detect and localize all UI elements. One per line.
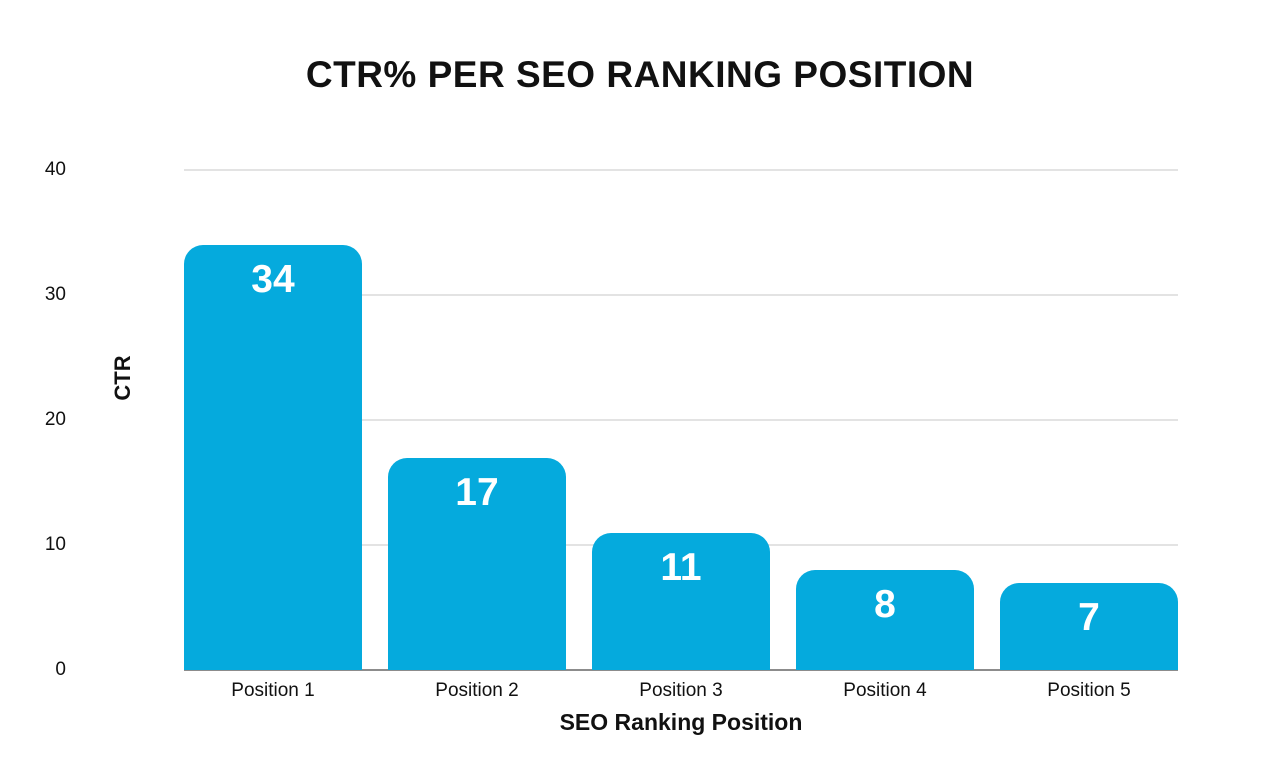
x-tick-label-5: Position 5: [1047, 680, 1131, 701]
bar-value-label: 7: [1078, 595, 1100, 639]
gridline-y-40: [184, 169, 1178, 171]
x-tick-label-1: Position 1: [231, 680, 315, 701]
bar-position-2: 17: [388, 457, 566, 670]
plot-area: 0 10 20 30 40 34 17 11 8 7: [45, 159, 1178, 680]
gridline-y-30: [184, 294, 1178, 296]
y-tick-label-0: 0: [55, 659, 66, 680]
y-tick-label-40: 40: [44, 159, 66, 180]
x-tick-label-4: Position 4: [843, 680, 927, 701]
y-tick-label-20: 20: [44, 409, 66, 430]
x-tick-label-3: Position 3: [639, 680, 723, 701]
x-tick-label-2: Position 2: [435, 680, 519, 701]
y-axis-title: CTR: [110, 355, 135, 401]
bar-value-label: 34: [251, 258, 295, 301]
gridline-y-20: [184, 419, 1178, 421]
chart-title: CTR% PER SEO RANKING POSITION: [305, 54, 975, 95]
bar-position-1: 34: [184, 245, 362, 670]
y-tick-label-10: 10: [44, 534, 66, 555]
bar-position-5: 7: [1000, 582, 1178, 670]
bar-position-3: 11: [592, 532, 770, 670]
bar-value-label: 8: [874, 583, 896, 626]
x-axis-line: [184, 669, 1178, 671]
x-axis-title: SEO Ranking Position: [559, 709, 803, 735]
bar-value-label: 11: [660, 545, 702, 589]
bar-value-label: 17: [455, 470, 499, 514]
y-tick-label-30: 30: [44, 284, 66, 305]
bar-position-4: 8: [796, 570, 974, 670]
